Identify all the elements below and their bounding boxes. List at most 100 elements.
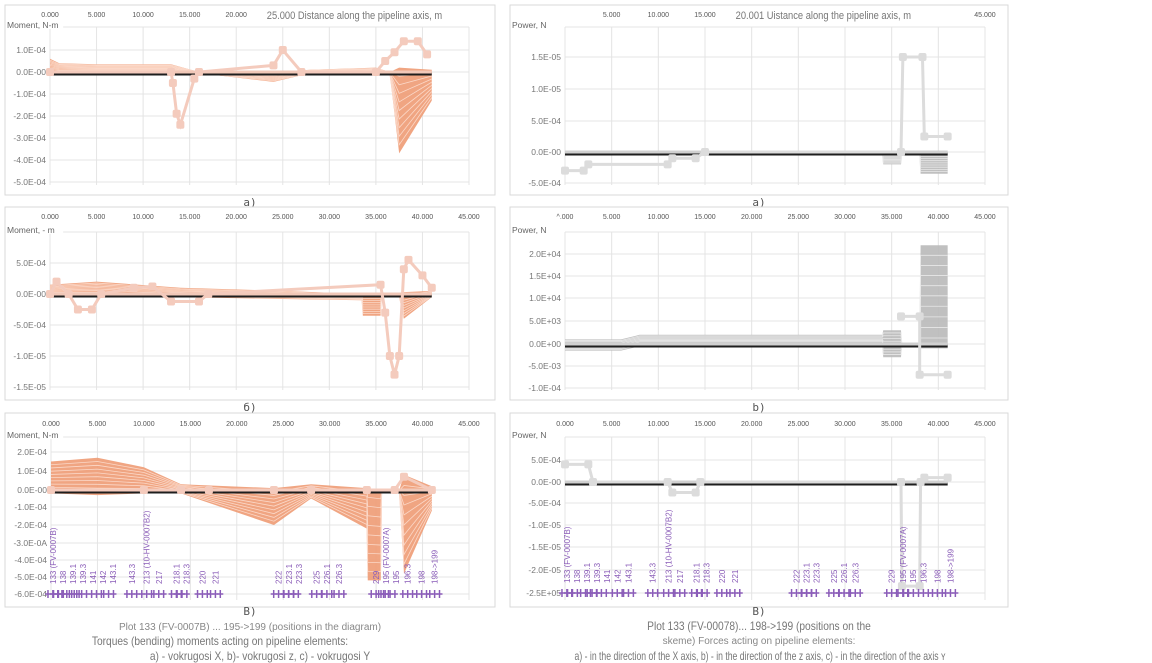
y-tick-label: -5.0E-04 <box>13 177 46 187</box>
left-caption-items: a) - vokrugosi X, b)- vokrugosi z, c) - … <box>149 649 371 663</box>
position-label: 143.1 <box>109 563 118 584</box>
series-point <box>423 50 432 59</box>
position-label: 133 (FV-0007B) <box>49 527 58 584</box>
position-label: 198 <box>933 569 942 583</box>
x-tick-label: 35.000 <box>365 214 387 221</box>
series-point <box>46 290 54 298</box>
y-axis-title-bg <box>6 21 64 29</box>
series-line <box>901 314 948 377</box>
series-point <box>413 37 422 46</box>
chart-rc: 0.000 5.000 10.000 15.000 20.000 25.000 30.000… <box>509 412 1009 618</box>
x-tick-label: 5.000 <box>603 12 621 19</box>
series-point <box>176 120 185 129</box>
y-tick-label: -4.0E-04 <box>13 155 46 165</box>
x-tick-label: 40.000 <box>928 214 950 221</box>
position-label: 222 <box>792 569 801 583</box>
position-label: 225 <box>830 569 839 583</box>
x-tick-label: 0.000 <box>556 421 574 428</box>
x-tick-label: 5.000 <box>89 421 107 428</box>
series-point <box>920 473 929 482</box>
series-point <box>204 486 213 494</box>
chart-la: 0.000 5.000 10.000 15.000 20.000 25.000 Dista… <box>4 4 496 209</box>
y-axis-title: Moment, N-m <box>7 20 58 30</box>
series-point <box>194 68 203 76</box>
position-label: 139.1 <box>583 562 592 583</box>
x-tick-label: 5.000 <box>88 12 106 19</box>
series-point <box>404 255 413 264</box>
y-tick-label: 0.0E-00 <box>531 477 561 487</box>
position-label: 218.3 <box>182 563 191 584</box>
y-tick-label: 5.0E-04 <box>531 116 561 126</box>
series-point <box>399 472 408 481</box>
series-point <box>427 486 436 494</box>
series-point <box>87 305 96 314</box>
position-label: 226.1 <box>323 563 332 584</box>
series-point <box>362 486 371 494</box>
series-line <box>50 39 429 130</box>
chart-sublabel: a) <box>752 196 765 209</box>
series-point <box>194 297 203 306</box>
series-point <box>376 280 385 289</box>
position-label: 195 (FV-0007A) <box>382 527 391 584</box>
y-axis-title-bg <box>6 226 64 234</box>
series-point <box>47 486 55 494</box>
chart-frame <box>509 412 1009 608</box>
x-tick-label: 10.000 <box>133 421 155 428</box>
x-tick-label: 45.000 <box>974 421 996 428</box>
position-label: 195 (FV-0007A) <box>899 526 908 583</box>
position-label: 138 <box>573 569 582 583</box>
x-tick-label: 20.000 <box>741 214 763 221</box>
position-label: 198 <box>418 570 427 584</box>
x-tick-label: 5.000 <box>603 421 621 428</box>
position-label: 139.3 <box>593 562 602 583</box>
series-point <box>915 582 924 591</box>
series-line <box>51 474 433 492</box>
y-tick-label: -1.0E-04 <box>528 383 561 393</box>
series-point <box>897 478 905 486</box>
chart-lc: 0.000 5.000 10.000 15.000 20.000 25.000 30.000… <box>4 412 496 618</box>
series-point <box>920 132 929 141</box>
series-point <box>172 109 181 118</box>
series-point <box>168 79 177 87</box>
x-tick-label: 35.000 <box>881 421 903 428</box>
x-tick-label: 40.000 <box>412 421 434 428</box>
series-point <box>915 312 924 321</box>
y-tick-label: 1.5E-05 <box>531 52 561 62</box>
series-point <box>307 486 316 494</box>
y-tick-label: -2.0E-05 <box>528 565 561 575</box>
position-label: 229 <box>888 569 897 583</box>
x-tick-label: 20.000 <box>226 214 248 221</box>
right-caption-items: a) - in the direction of the X axis, b) … <box>574 649 946 663</box>
y-tick-label: -5.0E-04 <box>14 572 47 582</box>
position-label: 220 <box>198 570 207 584</box>
position-label: 198->199 <box>431 549 440 584</box>
envelope-stripe <box>49 66 433 120</box>
position-label: 226.1 <box>840 562 849 583</box>
series-point <box>668 154 677 163</box>
series-point <box>584 160 593 169</box>
series-point <box>561 166 569 175</box>
series-point <box>97 290 106 298</box>
y-tick-label: -1.0E-05 <box>528 520 561 530</box>
series-point <box>561 460 569 469</box>
series-point <box>399 37 408 46</box>
y-tick-label: 2.0E+04 <box>529 249 561 259</box>
chart-sublabel: a) <box>243 196 256 209</box>
series-point <box>390 48 399 57</box>
y-tick-label: -1.5E-05 <box>13 382 46 392</box>
series-point <box>390 370 399 379</box>
chart-sublabel: B) <box>752 605 765 618</box>
y-tick-label: -1.0E-04 <box>14 502 47 512</box>
position-label: 142 <box>99 570 108 584</box>
x-tick-label: 25.000 <box>273 421 295 428</box>
x-tick-label: 45.000 <box>974 12 996 19</box>
position-label: 213 (10-HV-0007B2) <box>143 510 152 584</box>
chart-sublabel: b) <box>752 401 765 414</box>
position-label: 139.3 <box>79 563 88 584</box>
series-point <box>663 478 672 486</box>
series-point <box>427 283 436 292</box>
left-caption-title: Torques (bending) moments acting on pipe… <box>91 634 349 648</box>
series-point <box>381 57 390 65</box>
chart-ra: 5.000 10.000 15.000 45.000 20.001 Uistance a… <box>509 4 1009 209</box>
position-label: 196.3 <box>919 562 928 583</box>
